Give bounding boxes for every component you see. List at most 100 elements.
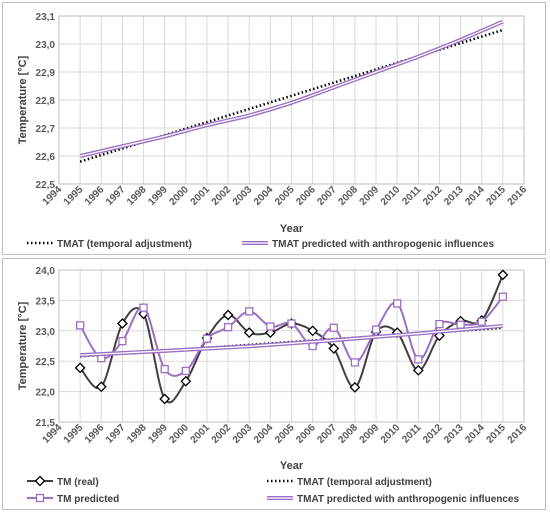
bottom-x-tick-label: 2003 (231, 422, 255, 446)
bottom-series-3-point (160, 364, 169, 374)
top-x-tick-label: 2004 (252, 184, 276, 208)
bottom-series-1-point (243, 327, 255, 339)
top-x-tick-label: 2016 (506, 184, 530, 208)
bottom-legend-label: TM predicted (57, 494, 119, 505)
bottom-series-3-point (414, 355, 423, 364)
bottom-series-3-point (456, 320, 465, 329)
bottom-y-axis-title: Temperature [°C] (17, 301, 29, 390)
bottom-series-1-point (307, 325, 319, 337)
chart-panel-top: 22,5 22,6 22,7 22,8 22,9 23,0 23,1 1994 1995 1996… (2, 2, 546, 255)
bottom-series-1-point (180, 375, 192, 387)
top-x-tick-label: 2006 (294, 184, 318, 208)
bottom-series-4-line-core (80, 325, 503, 356)
bottom-x-tick-label: 1997 (104, 422, 128, 446)
top-x-tick-label: 1995 (62, 184, 86, 208)
top-x-tick-label: 2012 (421, 184, 445, 208)
top-y-tick-label: 22,5 (36, 180, 56, 191)
top-y-tick-label: 22,7 (36, 124, 56, 135)
bottom-series-3-point (350, 358, 360, 367)
top-x-tick-label: 2007 (315, 184, 339, 208)
top-x-tick-label: 2002 (210, 184, 234, 208)
bottom-series-3-point (498, 292, 508, 301)
bottom-x-tick-label: 2006 (294, 422, 318, 446)
bottom-x-tick-label: 2009 (358, 422, 382, 446)
bottom-series-3-point (393, 299, 402, 308)
bottom-series-3-point (223, 323, 233, 332)
bottom-y-tick-label: 24,0 (36, 266, 56, 277)
top-y-tick-label: 23,0 (36, 40, 56, 51)
bottom-y-tick-label: 23,5 (36, 296, 56, 307)
top-legend-label: TMAT predicted with anthropogenic influe… (272, 239, 494, 250)
top-legend-label: TMAT (temporal adjustment) (57, 239, 192, 250)
bottom-legend-marker (34, 475, 46, 487)
top-x-tick-label: 2014 (463, 184, 487, 208)
bottom-series-3-point (245, 307, 254, 316)
top-x-tick-label: 1997 (104, 184, 128, 208)
bottom-series-3-point (477, 317, 486, 326)
bottom-x-axis-title: Year (280, 460, 304, 472)
bottom-series-3-point (118, 336, 127, 346)
top-x-tick-label: 2013 (442, 184, 466, 208)
bottom-x-tick-label: 1995 (62, 422, 86, 446)
bottom-plot-area (58, 269, 525, 423)
bottom-series-3-point (75, 321, 85, 330)
bottom-x-tick-label: 2002 (210, 422, 234, 446)
top-x-tick-label: 2015 (484, 184, 508, 208)
bottom-series-3-point (287, 319, 296, 328)
top-x-axis-title: Year (280, 223, 304, 235)
bottom-x-tick-label: 2012 (421, 422, 445, 446)
chart-panel-bottom: 21,5 22,0 22,5 23,0 23,5 24,0 1994 1995 1996 1997… (2, 258, 546, 510)
top-x-tick-label: 2003 (231, 184, 255, 208)
top-x-tick-label: 2009 (358, 184, 382, 208)
bottom-legend-label: TM (real) (57, 477, 99, 488)
bottom-series-1-point (412, 364, 424, 376)
bottom-series-3-point (266, 322, 275, 331)
top-y-tick-label: 22,9 (36, 68, 56, 79)
top-x-tick-label: 2005 (273, 184, 297, 208)
bottom-series-3-point (202, 334, 212, 343)
top-x-tick-label: 1996 (83, 184, 107, 208)
top-y-tick-label: 22,6 (36, 152, 56, 163)
bottom-x-tick-label: 2010 (379, 422, 403, 446)
bottom-x-tick-label: 2008 (337, 422, 361, 446)
bottom-legend-label: TMAT predicted with anthropogenic influe… (297, 494, 519, 505)
bottom-y-tick-label: 23,0 (36, 327, 56, 338)
top-y-tick-label: 22,8 (36, 96, 56, 107)
top-x-tick-label: 2001 (189, 184, 213, 208)
bottom-y-tick-label: 22,5 (36, 357, 56, 368)
bottom-x-tick-label: 1996 (83, 422, 107, 446)
bottom-series-1-point (497, 269, 509, 281)
bottom-series-3-point (371, 325, 381, 334)
bottom-x-tick-label: 2007 (315, 422, 339, 446)
top-x-tick-label: 2011 (400, 184, 423, 207)
bottom-series-1-point (222, 309, 234, 321)
top-x-tick-label: 2000 (167, 184, 191, 208)
bottom-x-tick-label: 1999 (146, 422, 170, 446)
top-x-tick-label: 2008 (337, 184, 361, 208)
top-y-axis-title: Temperature [°C] (17, 55, 29, 144)
top-x-tick-label: 1999 (146, 184, 170, 208)
bottom-series-1-point (349, 381, 361, 393)
top-x-tick-label: 2010 (379, 184, 403, 208)
bottom-series-3-point (181, 366, 190, 376)
bottom-series-3-point (139, 303, 148, 312)
bottom-legend-marker (35, 493, 45, 503)
bottom-x-tick-label: 2005 (273, 422, 297, 446)
bottom-series-1-point (74, 362, 86, 374)
bottom-x-tick-label: 2011 (400, 422, 423, 445)
chart-top: 22,522,622,722,822,923,023,1199419951996… (17, 12, 530, 250)
bottom-x-tick-label: 2000 (167, 422, 191, 446)
bottom-series-1-point (328, 343, 340, 354)
top-y-tick-label: 23,1 (36, 12, 56, 23)
bottom-y-tick-label: 22,0 (36, 388, 56, 399)
bottom-x-tick-label: 2015 (484, 422, 508, 446)
top-x-tick-label: 1998 (125, 184, 149, 208)
bottom-series-1-point (116, 318, 128, 329)
bottom-x-tick-label: 2013 (442, 422, 466, 446)
bottom-series-3-point (329, 323, 338, 332)
bottom-x-tick-label: 2001 (189, 422, 213, 446)
bottom-series-1-point (159, 393, 171, 405)
bottom-y-tick-label: 21,5 (36, 418, 56, 429)
bottom-series-1-point (95, 381, 107, 393)
bottom-legend-label: TMAT (temporal adjustment) (297, 477, 432, 488)
